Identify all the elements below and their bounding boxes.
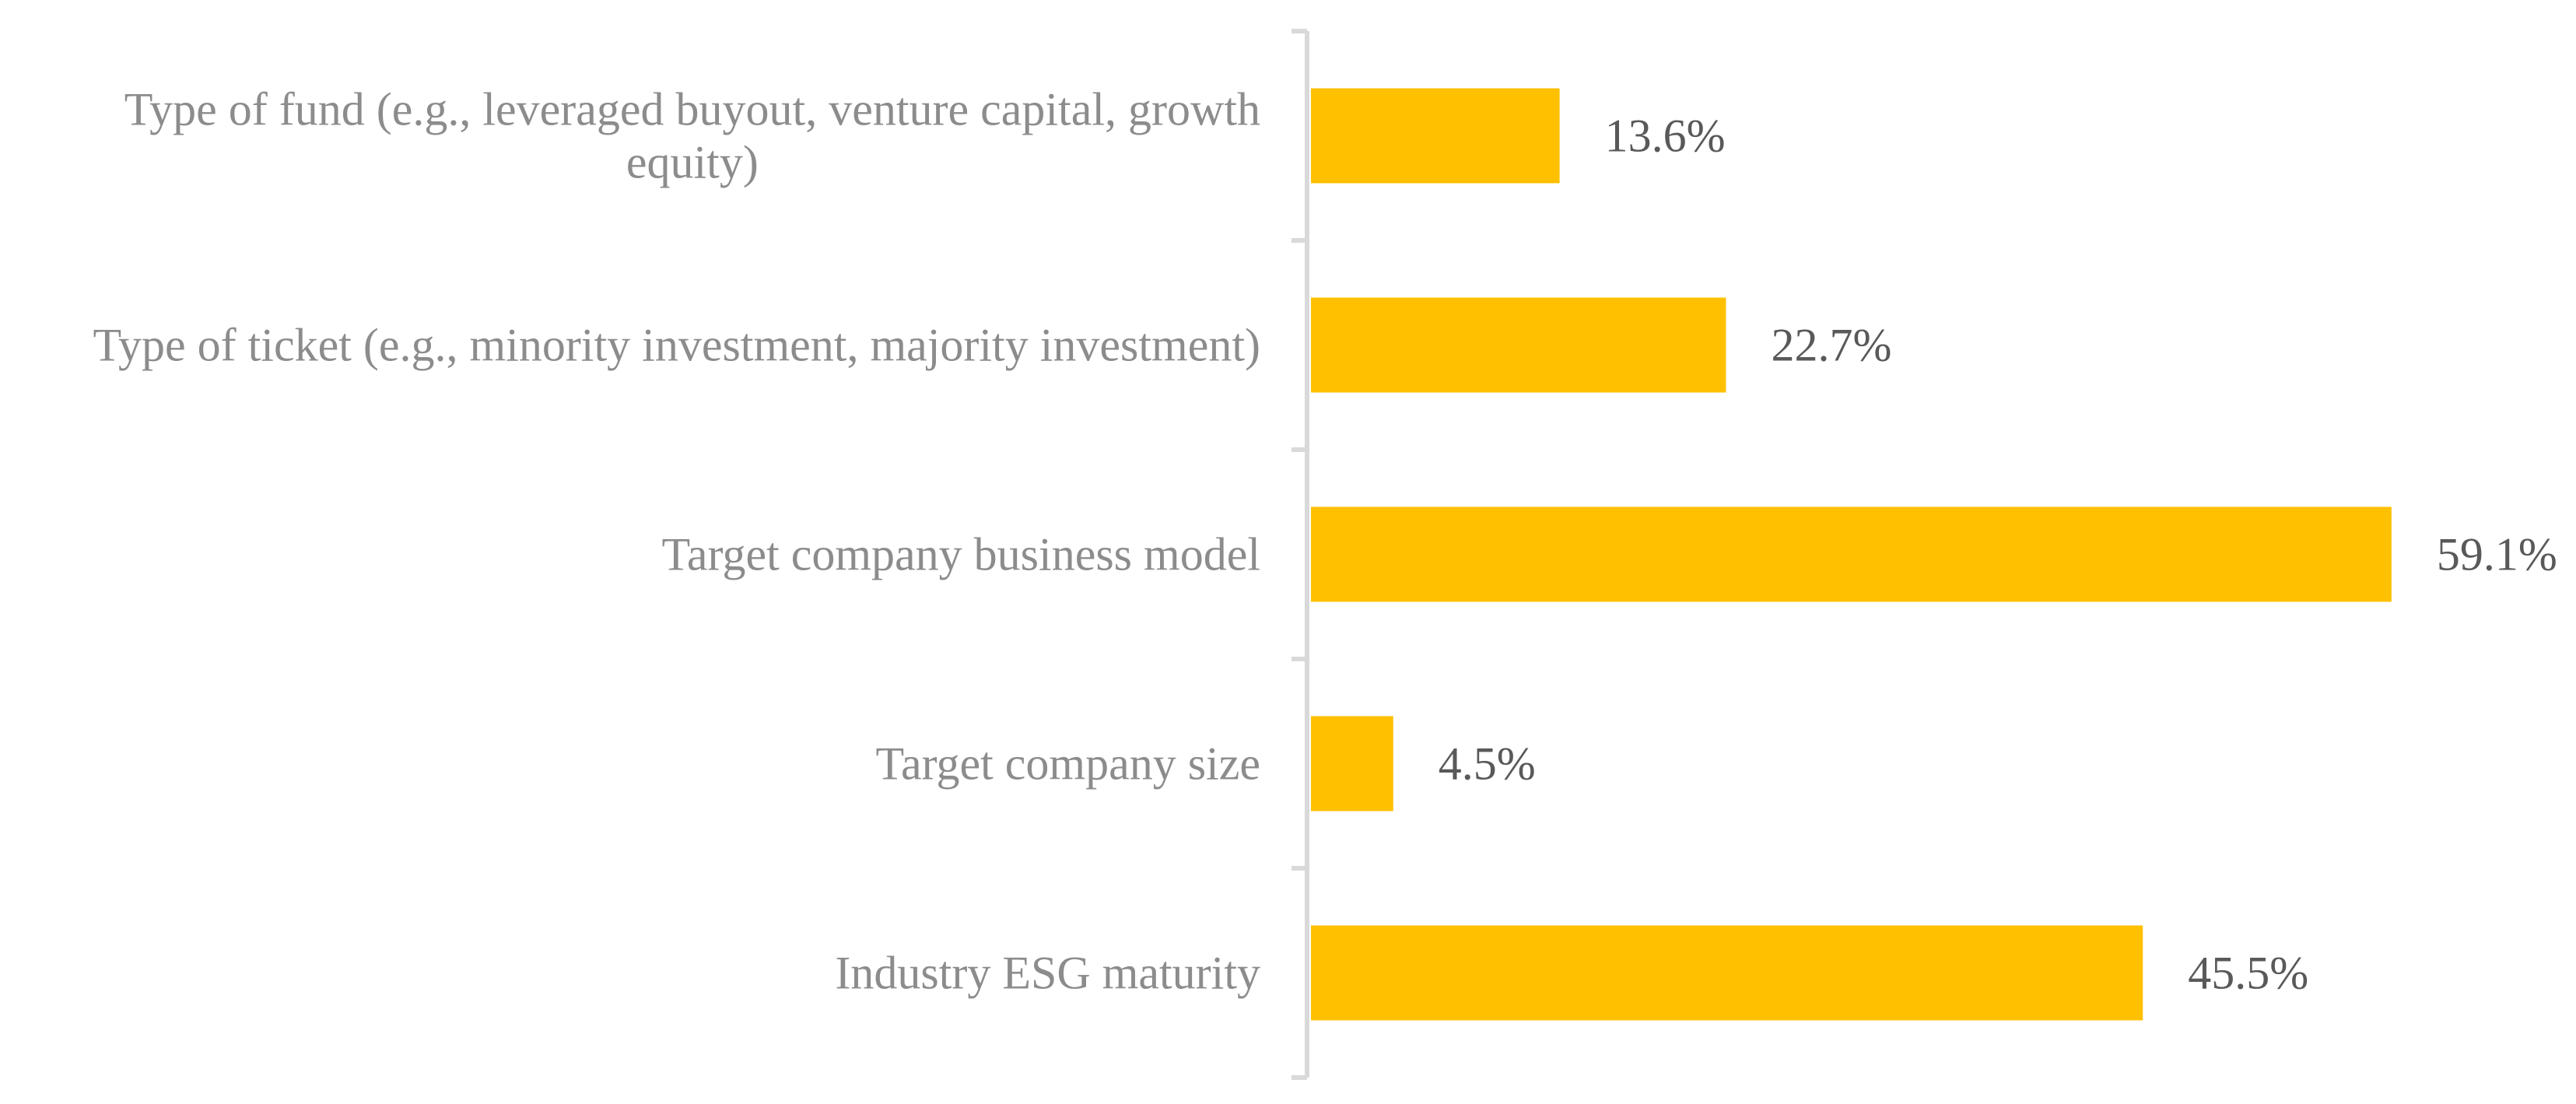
category-label-line: Industry ESG maturity: [835, 948, 1260, 999]
category-label-line: Target company business model: [661, 529, 1260, 580]
data-label: 13.6%: [1605, 110, 1726, 162]
category-label: Target company business model: [661, 529, 1260, 580]
bar: [1311, 88, 1560, 184]
category-label: Type of fund (e.g., leveraged buyout, ve…: [124, 84, 1260, 188]
bars: [1311, 88, 2392, 1021]
category-label-line: Type of fund (e.g., leveraged buyout, ve…: [124, 84, 1260, 135]
y-axis: [1292, 29, 1309, 1080]
data-label: 22.7%: [1771, 320, 1891, 371]
bar: [1311, 297, 1726, 393]
bar: [1311, 925, 2143, 1021]
bar: [1311, 716, 1393, 811]
bar: [1311, 506, 2392, 602]
category-label-line: Target company size: [875, 738, 1260, 790]
category-label: Target company size: [875, 738, 1260, 790]
category-label-line: equity): [626, 137, 759, 188]
category-label: Type of ticket (e.g., minority investmen…: [93, 320, 1260, 371]
data-label: 45.5%: [2188, 948, 2308, 999]
category-labels: Type of fund (e.g., leveraged buyout, ve…: [93, 84, 1260, 999]
data-label: 4.5%: [1439, 738, 1536, 790]
value-labels: 13.6% 22.7% 59.1% 4.5% 45.5%: [1439, 110, 2557, 999]
data-label: 59.1%: [2437, 529, 2557, 580]
category-label: Industry ESG maturity: [835, 948, 1260, 999]
category-label-line: Type of ticket (e.g., minority investmen…: [93, 320, 1260, 371]
